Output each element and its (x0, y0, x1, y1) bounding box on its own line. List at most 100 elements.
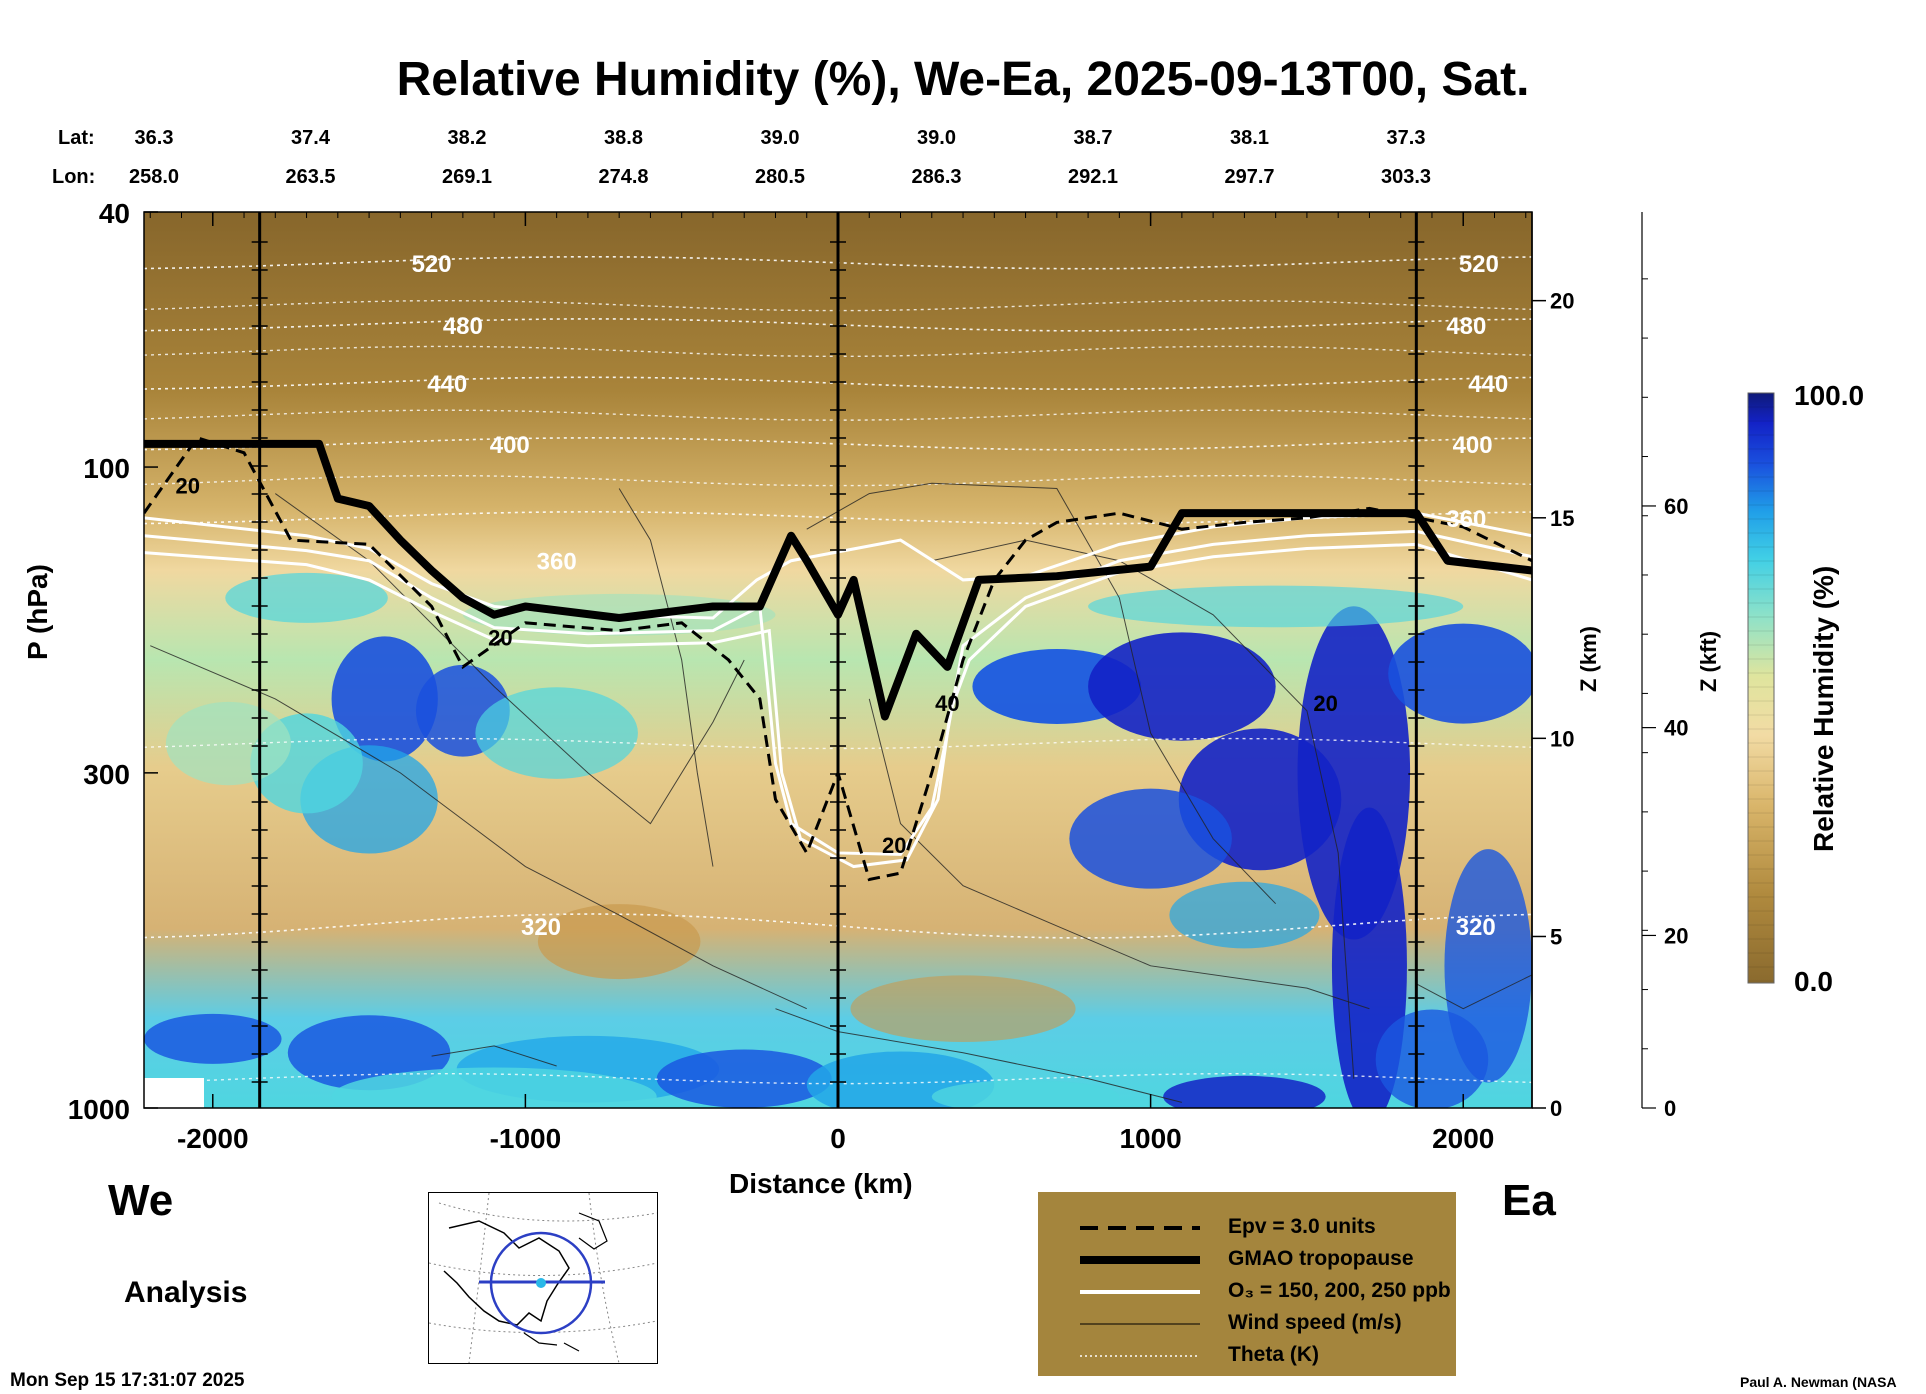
wind-label: 20 (882, 833, 906, 858)
ozone-contour (144, 542, 1532, 869)
z-kft-tick-label: 20 (1664, 923, 1688, 948)
missing-data (144, 1078, 204, 1108)
theta-label: 480 (1446, 313, 1486, 340)
legend-item-ozone: O₃ = 150, 200, 250 ppb (1038, 1276, 1456, 1308)
lon-value: 274.8 (598, 166, 649, 188)
wind-label: 20 (488, 626, 512, 651)
legend-item-wind: Wind speed (m/s) (1038, 1308, 1456, 1340)
rh-blob (1069, 788, 1232, 889)
wind-contour (431, 1045, 557, 1067)
wind-contour (806, 482, 1277, 905)
y-tick-label: 100 (83, 453, 130, 484)
z-km-tick-label: 15 (1550, 506, 1574, 531)
theta-label: 440 (427, 371, 467, 398)
lat-value: 38.1 (1230, 127, 1269, 149)
theta-label: 320 (521, 914, 561, 941)
lat-value: 38.7 (1073, 127, 1113, 149)
z-km-tick-label: 0 (1550, 1096, 1562, 1121)
inset-map (428, 1192, 658, 1364)
lat-value: 39.0 (917, 127, 956, 149)
wind-label: 20 (176, 474, 200, 499)
colorbar (1747, 392, 1775, 984)
legend-item-theta: Theta (K) (1038, 1340, 1456, 1372)
lat-value: 39.0 (760, 127, 800, 149)
rh-blob (475, 687, 638, 779)
rh-blob (537, 904, 701, 980)
theta-label: 520 (412, 251, 452, 278)
theta-label: 320 (1456, 914, 1496, 941)
lat-label: Lat: (58, 127, 95, 149)
lon-label: Lon: (52, 166, 96, 188)
rh-blob (287, 1015, 451, 1091)
east-label: Ea (1502, 1176, 1556, 1225)
west-label: We (108, 1176, 174, 1225)
lat-value: 36.3 (134, 127, 174, 149)
legend-swatch-thin (1080, 1323, 1200, 1325)
map-graphic (428, 1192, 658, 1364)
legend-swatch-dotted (1080, 1355, 1200, 1357)
rh-blob (1169, 881, 1320, 949)
legend-label: GMAO tropopause (1228, 1247, 1414, 1270)
rh-blob (1163, 1075, 1326, 1108)
legend-label: Theta (K) (1228, 1343, 1319, 1366)
lon-value: 286.3 (911, 166, 962, 188)
legend-label: Wind speed (m/s) (1228, 1311, 1402, 1334)
lat-value: 38.8 (604, 127, 643, 149)
wind-contour (775, 1008, 1182, 1103)
theta-label: 360 (1446, 506, 1486, 533)
z-km-tick-label: 5 (1550, 924, 1562, 949)
rh-blob (1088, 585, 1464, 628)
rh-blob (225, 572, 388, 623)
z-km-title: Z (km) (1576, 626, 1601, 692)
lon-value: 297.7 (1224, 166, 1275, 188)
wind-contour (618, 488, 714, 867)
lon-value: 263.5 (285, 166, 336, 188)
legend-label: Epv = 3.0 units (1228, 1215, 1376, 1238)
y-axis-title: P (hPa) (22, 564, 53, 660)
rh-blob (331, 636, 438, 762)
lat-value: 37.4 (291, 127, 330, 149)
rh-blob (1088, 632, 1276, 741)
z-kft-tick-label: 40 (1664, 716, 1688, 741)
theta-label: 360 (537, 549, 577, 576)
legend: Epv = 3.0 units GMAO tropopause O₃ = 150… (1038, 1192, 1456, 1376)
y-tick-label: 40 (99, 198, 130, 229)
x-tick-label: -1000 (490, 1123, 562, 1154)
rh-blob (144, 1013, 282, 1064)
rh-blob (656, 1049, 832, 1108)
lat-value: 37.3 (1386, 127, 1426, 149)
theta-label: 400 (1453, 432, 1493, 459)
y-tick-label: 300 (83, 759, 130, 790)
y-tick-label: 1000 (68, 1094, 130, 1125)
wind-contour (150, 645, 807, 1010)
rh-blob (331, 1067, 657, 1108)
colorbar-title: Relative Humidity (%) (1808, 565, 1839, 852)
lat-value: 38.2 (447, 127, 487, 149)
legend-item-tropopause: GMAO tropopause (1038, 1244, 1456, 1276)
lon-value: 280.5 (754, 166, 806, 188)
rh-blob (165, 701, 291, 786)
theta-label: 400 (490, 432, 530, 459)
z-kft-tick-label: 0 (1664, 1096, 1676, 1121)
colorbar-max: 100.0 (1794, 380, 1865, 411)
lon-value: 303.3 (1380, 166, 1432, 188)
x-tick-label: -2000 (177, 1123, 249, 1154)
rh-blob (1375, 1009, 1489, 1108)
analysis-label: Analysis (124, 1276, 248, 1309)
wind-label: 20 (1313, 691, 1337, 716)
z-km-tick-label: 20 (1550, 289, 1574, 314)
colorbar-strip (1747, 392, 1775, 984)
credit: Paul A. Newman (NASA (1740, 1374, 1897, 1390)
theta-label: 440 (1468, 371, 1508, 398)
legend-swatch-dashed (1080, 1226, 1200, 1230)
lon-value: 292.1 (1067, 166, 1119, 188)
rh-blob (931, 1079, 1120, 1108)
contour-overlays: 520 480 440 400 360 320 520 480 440 400 360 320 20 20… (144, 212, 1532, 1108)
wind-label: 40 (935, 691, 959, 716)
legend-swatch-white (1080, 1290, 1200, 1294)
theta-label: 520 (1459, 251, 1499, 278)
timestamp: Mon Sep 15 17:31:07 2025 (10, 1370, 245, 1391)
x-tick-label: 1000 (1119, 1123, 1181, 1154)
legend-item-epv: Epv = 3.0 units (1038, 1212, 1456, 1244)
